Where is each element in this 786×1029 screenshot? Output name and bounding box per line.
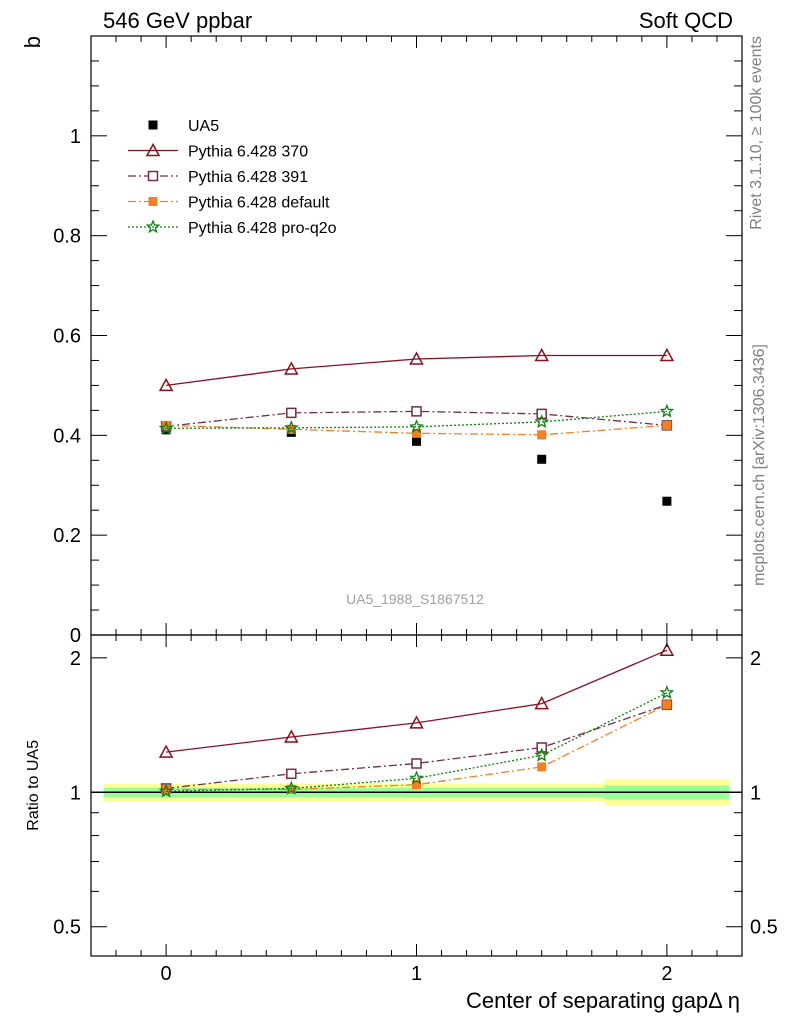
ratio-point-3-4 bbox=[659, 685, 675, 700]
x-tick-label: 2 bbox=[661, 963, 672, 985]
main-series-layer bbox=[158, 347, 675, 506]
ratio-series-layer bbox=[158, 642, 675, 798]
ratio-point-2-3 bbox=[537, 762, 547, 772]
legend-marker-4 bbox=[145, 219, 161, 234]
legend-entry-3: Pythia 6.428 default bbox=[128, 195, 330, 212]
ratio-point-2-4 bbox=[662, 700, 672, 710]
ratio-series-0 bbox=[158, 642, 675, 758]
main-y-tick-label: 0.4 bbox=[53, 425, 81, 447]
ratio-point-2-1 bbox=[286, 784, 296, 794]
legend-marker-2 bbox=[147, 170, 159, 182]
main-series-line-4 bbox=[166, 410, 667, 429]
main-point-4-3 bbox=[534, 414, 550, 429]
x-tick-label: 0 bbox=[161, 963, 172, 985]
ratio-y-tick-label-left: 0.5 bbox=[53, 917, 81, 939]
ratio-series-line-3 bbox=[166, 692, 668, 792]
main-point-2-2 bbox=[411, 406, 422, 417]
legend-entry-2: Pythia 6.428 391 bbox=[128, 169, 308, 186]
ratio-point-3-3 bbox=[534, 747, 550, 762]
main-y-tick-label: 0.8 bbox=[53, 226, 81, 248]
ratio-point-0-3 bbox=[534, 696, 549, 710]
ratio-series-3 bbox=[158, 685, 675, 798]
main-point-2-3 bbox=[536, 408, 547, 420]
main-y-axis-title: b bbox=[20, 36, 45, 48]
header-right-label: Soft QCD bbox=[639, 8, 733, 33]
legend-label-2: Pythia 6.428 391 bbox=[188, 169, 308, 186]
main-point-4-2 bbox=[409, 419, 424, 434]
ratio-y-tick-label-right: 0.5 bbox=[750, 917, 778, 939]
main-point-3-2 bbox=[412, 428, 421, 438]
legend: UA5 Pythia 6.428 370 Pythia 6.428 391 Pythi… bbox=[128, 118, 337, 237]
ratio-point-3-2 bbox=[409, 770, 424, 785]
main-point-4-4 bbox=[659, 403, 675, 418]
main-point-0-4 bbox=[662, 496, 672, 506]
ratio-series-line-2 bbox=[166, 704, 668, 791]
main-series-3 bbox=[161, 420, 672, 440]
main-y-tick-label: 0.6 bbox=[53, 326, 81, 348]
ratio-series-1 bbox=[160, 699, 673, 794]
main-point-1-2 bbox=[409, 351, 424, 365]
ratio-point-0-2 bbox=[409, 715, 424, 729]
main-series-1 bbox=[158, 347, 675, 392]
ratio-point-2-0 bbox=[161, 784, 171, 794]
main-point-0-3 bbox=[537, 454, 547, 464]
ratio-point-0-4 bbox=[659, 642, 675, 656]
legend-marker-3 bbox=[148, 197, 158, 206]
ratio-point-3-0 bbox=[158, 783, 174, 798]
main-y-tick-label: 1 bbox=[70, 126, 81, 148]
main-series-2 bbox=[160, 406, 673, 432]
main-point-3-0 bbox=[161, 420, 171, 430]
ratio-y-tick-label-left: 1 bbox=[70, 782, 81, 804]
x-axis-title: Center of separating gapΔ η bbox=[466, 988, 740, 1013]
ratio-y-tick-label-right: 1 bbox=[750, 782, 761, 804]
legend-entry-0: UA5 bbox=[148, 118, 219, 135]
main-series-line-3 bbox=[166, 424, 667, 436]
main-y-tick-label: 0 bbox=[70, 625, 81, 647]
main-point-3-3 bbox=[537, 430, 547, 440]
legend-label-4: Pythia 6.428 pro-q2o bbox=[188, 220, 337, 237]
legend-label-1: Pythia 6.428 370 bbox=[188, 144, 308, 161]
main-y-tick-label: 0.2 bbox=[53, 525, 81, 547]
main-point-0-2 bbox=[412, 436, 421, 446]
main-point-1-4 bbox=[659, 347, 675, 362]
mcplots-label: mcplots.cern.ch [arXiv:1306.3436] bbox=[751, 344, 768, 586]
ratio-point-2-2 bbox=[412, 780, 421, 790]
ratio-y-tick-label-right: 2 bbox=[750, 648, 761, 670]
main-series-4 bbox=[158, 403, 675, 435]
ratio-point-1-2 bbox=[411, 758, 422, 769]
ratio-point-0-0 bbox=[158, 744, 174, 758]
ratio-point-3-1 bbox=[283, 780, 299, 795]
main-series-line-1 bbox=[166, 354, 667, 387]
ratio-series-2 bbox=[161, 700, 672, 794]
ratio-point-0-1 bbox=[284, 729, 299, 743]
main-point-3-4 bbox=[662, 420, 672, 430]
ratio-point-1-3 bbox=[536, 742, 547, 753]
main-point-2-1 bbox=[286, 407, 297, 419]
main-point-4-1 bbox=[283, 420, 299, 435]
legend-entry-4: Pythia 6.428 pro-q2o bbox=[128, 219, 337, 237]
ratio-y-tick-label-left: 2 bbox=[70, 648, 81, 670]
analysis-watermark: UA5_1988_S1867512 bbox=[346, 591, 484, 607]
ratio-y-axis-title: Ratio to UA5 bbox=[25, 740, 42, 831]
legend-entry-1: Pythia 6.428 370 bbox=[128, 142, 308, 161]
ratio-series-line-0 bbox=[166, 649, 668, 753]
legend-marker-0 bbox=[148, 120, 158, 130]
main-point-4-0 bbox=[158, 420, 174, 435]
x-tick-label: 1 bbox=[411, 963, 422, 985]
axes-layer: 0 1 200.20.40.60.810.5 0.51 12 2 bbox=[53, 35, 778, 985]
main-point-1-1 bbox=[284, 361, 299, 375]
rivet-version-label: Rivet 3.1.10, ≥ 100k events bbox=[748, 36, 765, 230]
legend-label-3: Pythia 6.428 default bbox=[188, 195, 330, 212]
main-point-1-0 bbox=[158, 377, 174, 392]
main-point-3-1 bbox=[286, 424, 296, 434]
ratio-point-1-1 bbox=[286, 768, 297, 780]
header-left-label: 546 GeV ppbar bbox=[103, 8, 252, 33]
main-point-1-3 bbox=[534, 347, 549, 362]
legend-label-0: UA5 bbox=[188, 118, 219, 135]
legend-marker-1 bbox=[145, 142, 161, 157]
